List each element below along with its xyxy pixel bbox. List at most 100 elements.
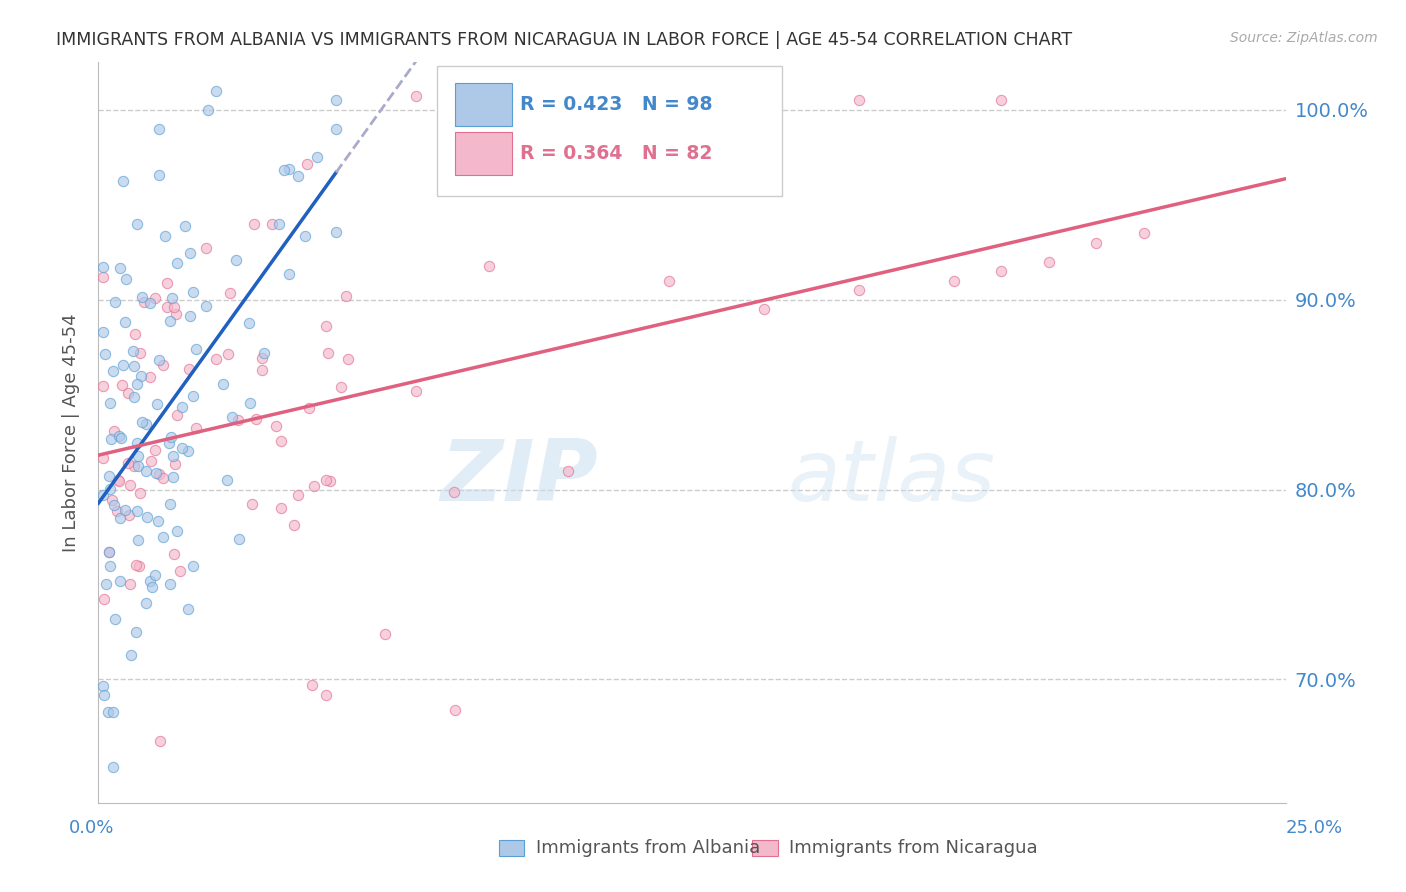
Point (117, 385, 139, 400)
Point (108, 574, 131, 589)
Point (374, 627, 396, 641)
Point (228, 532, 250, 546)
Point (118, 477, 141, 491)
Point (301, 678, 323, 692)
Point (157, 436, 180, 450)
Point (1085, 235, 1108, 250)
Point (221, 410, 243, 425)
Point (238, 316, 260, 330)
Point (152, 358, 174, 372)
Point (91, 679, 114, 693)
Point (148, 121, 170, 136)
Point (120, 648, 142, 662)
Point (135, 417, 157, 431)
Point (108, 474, 131, 488)
Point (287, 488, 309, 502)
Point (478, 259, 501, 273)
Point (104, 295, 127, 310)
Point (162, 449, 184, 463)
Point (141, 580, 163, 594)
Y-axis label: In Labor Force | Age 45-54: In Labor Force | Age 45-54 (62, 313, 80, 552)
Point (166, 408, 188, 422)
Point (156, 301, 179, 315)
Point (204, 84, 226, 98)
Point (156, 276, 179, 290)
Point (166, 524, 188, 538)
Point (91, 270, 114, 285)
Point (160, 291, 183, 305)
Text: 0.0%: 0.0% (69, 819, 114, 837)
Text: R = 0.423   N = 98: R = 0.423 N = 98 (520, 95, 713, 114)
Point (107, 473, 129, 487)
Point (240, 497, 263, 511)
Point (1038, 254, 1060, 268)
Point (270, 501, 292, 516)
Point (120, 577, 142, 591)
Point (148, 514, 170, 528)
Point (124, 390, 146, 404)
Point (219, 286, 242, 301)
Point (127, 533, 149, 547)
Point (179, 362, 201, 376)
Point (270, 434, 292, 449)
Point (125, 504, 148, 518)
Point (316, 345, 339, 359)
Point (125, 558, 148, 573)
Point (197, 103, 219, 117)
Point (848, 283, 870, 297)
Point (112, 174, 135, 188)
Point (159, 577, 181, 591)
Point (110, 431, 132, 445)
Point (245, 412, 267, 426)
Point (149, 734, 172, 748)
Point (124, 359, 146, 373)
Point (325, 94, 347, 108)
Point (335, 289, 357, 303)
Point (329, 380, 352, 394)
Point (91, 260, 114, 274)
Point (325, 121, 347, 136)
Point (122, 458, 145, 473)
Point (183, 558, 205, 573)
Point (108, 510, 131, 524)
Point (101, 759, 124, 773)
Point (115, 272, 138, 286)
Point (125, 624, 148, 639)
Point (305, 150, 328, 164)
Point (239, 395, 262, 409)
Point (215, 473, 238, 487)
Point (107, 428, 129, 442)
Text: Immigrants from Albania: Immigrants from Albania (536, 839, 759, 857)
Point (127, 435, 149, 450)
Point (94, 347, 117, 361)
Point (405, 89, 427, 103)
Point (212, 377, 235, 392)
Point (325, 225, 347, 239)
Point (1133, 227, 1156, 241)
Point (139, 296, 162, 310)
Point (226, 413, 249, 427)
Point (444, 703, 467, 717)
Point (165, 307, 187, 321)
Point (139, 369, 162, 384)
Point (98, 482, 121, 496)
Point (129, 368, 152, 383)
FancyBboxPatch shape (437, 66, 782, 195)
Point (315, 473, 337, 487)
Point (174, 219, 197, 233)
Point (658, 274, 681, 288)
Point (302, 479, 325, 493)
Point (195, 241, 218, 255)
Point (319, 474, 342, 488)
Point (243, 217, 266, 231)
Point (250, 351, 273, 365)
Point (143, 443, 166, 458)
Point (132, 295, 155, 310)
FancyBboxPatch shape (456, 83, 512, 126)
Point (148, 352, 170, 367)
Point (91, 488, 114, 502)
Point (159, 497, 181, 511)
Point (315, 689, 337, 703)
Point (98, 559, 121, 574)
Point (152, 471, 174, 485)
